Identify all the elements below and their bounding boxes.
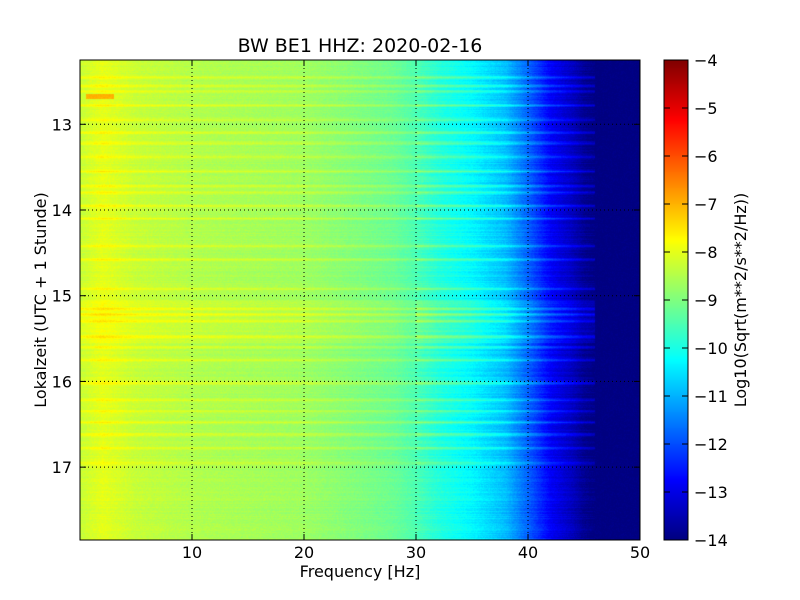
chart-title: BW BE1 HHZ: 2020-02-16 [238,35,483,57]
x-axis-label: Frequency [Hz] [300,562,421,581]
colorbar-label: Log10(Sqrt(m**2/s**2/Hz)) [731,193,750,408]
colorbar-tick-label-0: −4 [694,51,718,70]
colorbar-tick-label-10: −14 [694,531,728,550]
colorbar-tick-label-7: −11 [694,387,728,406]
y-tick-label-3: 16 [52,372,72,391]
x-tick-label-0: 10 [182,543,202,562]
colorbar: −4 −5 −6 −7 −8 −9 −10 −11 −12 −13 −14 Log10(Sqrt(m… [663,51,750,550]
x-tick-label-2: 30 [406,543,426,562]
y-tick-label-4: 17 [52,458,72,477]
x-axis-ticks: 10 20 30 40 50 [182,60,650,562]
colorbar-tick-label-8: −12 [694,435,728,454]
colorbar-tick-label-3: −7 [694,195,718,214]
colorbar-tick-label-6: −10 [694,339,728,358]
colorbar-tick-label-4: −8 [694,243,718,262]
x-tick-label-1: 20 [294,543,314,562]
x-tick-label-4: 50 [630,543,650,562]
x-tick-label-3: 40 [518,543,538,562]
colorbar-tick-label-1: −5 [694,99,718,118]
colorbar-tick-label-2: −6 [694,147,718,166]
colorbar-tick-label-5: −9 [694,291,718,310]
y-tick-label-0: 13 [52,115,72,134]
y-tick-label-1: 14 [52,201,72,220]
plot-frame [79,59,641,541]
y-axis-label: Lokalzeit (UTC + 1 Stunde) [31,192,50,407]
y-tick-label-2: 15 [52,287,72,306]
y-axis-ticks: 13 14 15 16 17 [52,115,640,477]
colorbar-tick-label-9: −13 [694,483,728,502]
colorbar-ticks: −4 −5 −6 −7 −8 −9 −10 −11 −12 −13 −14 [664,51,728,550]
heatmap-image [80,60,640,540]
plot-area [79,59,641,541]
grid-lines [80,60,640,540]
